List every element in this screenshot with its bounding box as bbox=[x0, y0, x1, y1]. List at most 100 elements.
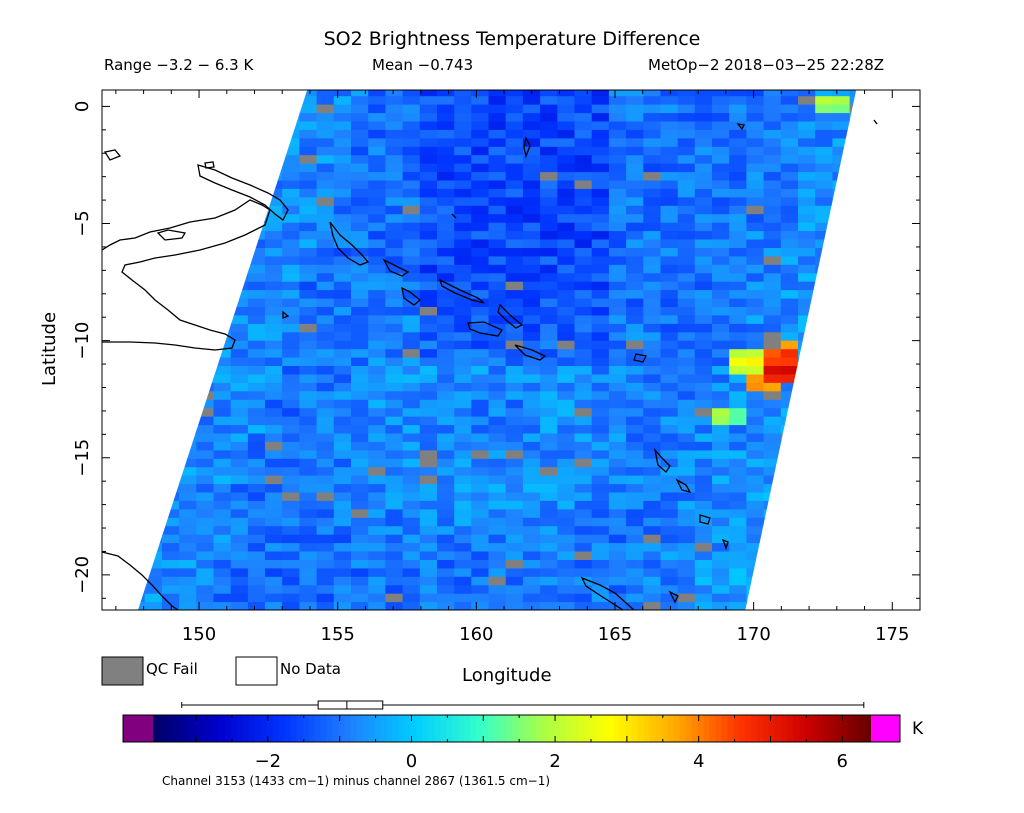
coastline-7 bbox=[438, 278, 485, 304]
colorbar-swatch bbox=[757, 715, 764, 742]
coastline-21 bbox=[873, 119, 878, 125]
colorbar-swatch bbox=[685, 715, 692, 742]
colorbar-swatch bbox=[853, 715, 860, 742]
x-tick-label-3: 165 bbox=[598, 624, 632, 645]
colorbar-swatch bbox=[206, 715, 214, 742]
colorbar-swatch bbox=[344, 715, 351, 742]
colorbar-swatch bbox=[266, 715, 274, 742]
legend-qc-fail-label: QC Fail bbox=[146, 660, 198, 678]
colorbar-swatch bbox=[739, 715, 746, 742]
swath-pixels bbox=[138, 90, 857, 610]
colorbar-swatch bbox=[841, 715, 848, 742]
colorbar-swatch bbox=[440, 715, 447, 742]
colorbar-swatch bbox=[793, 715, 800, 742]
y-axis-label: Latitude bbox=[39, 311, 60, 387]
colorbar-tick-label-4: 6 bbox=[837, 751, 848, 772]
colorbar-swatch bbox=[799, 715, 806, 742]
colorbar-swatch bbox=[769, 715, 776, 742]
coastline-13 bbox=[653, 447, 671, 473]
colorbar-swatch bbox=[338, 715, 345, 742]
range-label: Range −3.2 − 6.3 K bbox=[104, 56, 254, 74]
x-axis-label: Longitude bbox=[462, 665, 552, 686]
coastline-5 bbox=[329, 221, 370, 266]
y-tick-label-1: −5 bbox=[72, 210, 93, 237]
colorbar-swatch bbox=[661, 715, 669, 742]
colorbar-swatch bbox=[188, 715, 196, 742]
colorbar-swatch bbox=[703, 715, 710, 742]
coastline-16 bbox=[721, 538, 729, 550]
colorbar-swatch bbox=[224, 715, 232, 742]
x-tick-label-5: 175 bbox=[875, 624, 909, 645]
coastline-15 bbox=[699, 514, 711, 525]
coastline-6 bbox=[382, 258, 410, 277]
colorbar-swatch bbox=[392, 715, 399, 742]
y-tick-label-0: 0 bbox=[72, 101, 93, 112]
colorbar-swatch bbox=[194, 715, 202, 742]
colorbar-swatch bbox=[787, 715, 794, 742]
colorbar-swatch bbox=[164, 715, 172, 742]
coastline-18 bbox=[102, 551, 179, 610]
colorbar-swatch bbox=[260, 715, 268, 742]
coastline-23 bbox=[451, 213, 457, 219]
colorbar-swatch bbox=[583, 715, 591, 742]
colorbar-swatch bbox=[278, 715, 286, 742]
colorbar-swatch bbox=[859, 715, 866, 742]
colorbar-swatch bbox=[380, 715, 387, 742]
colorbar-swatch bbox=[535, 715, 543, 742]
colorbar-swatch bbox=[733, 715, 740, 742]
colorbar-swatch bbox=[410, 715, 417, 742]
y-tick-label-4: −20 bbox=[72, 556, 93, 594]
coastline-0 bbox=[102, 199, 271, 351]
coastline-14 bbox=[675, 478, 692, 494]
colorbar-swatch bbox=[691, 715, 698, 742]
colorbar-swatch bbox=[727, 715, 734, 742]
colorbar-swatch bbox=[290, 715, 298, 742]
chart-title: SO2 Brightness Temperature Difference bbox=[323, 28, 701, 50]
colorbar-swatch bbox=[667, 715, 675, 742]
colorbar-swatch bbox=[458, 715, 465, 742]
colorbar-swatch bbox=[170, 715, 178, 742]
colorbar-swatch bbox=[386, 715, 393, 742]
colorbar-swatch bbox=[805, 715, 812, 742]
colorbar-frame bbox=[122, 714, 901, 743]
colorbar-swatch bbox=[284, 715, 292, 742]
colorbar-swatch bbox=[446, 715, 453, 742]
colorbar-swatch bbox=[649, 715, 657, 742]
colorbar-swatch bbox=[476, 715, 483, 742]
colorbar-tick-label-1: 0 bbox=[406, 751, 417, 772]
satellite-time-label: MetOp−2 2018−03−25 22:28Z bbox=[648, 56, 885, 74]
legend-no-data-swatch bbox=[235, 656, 278, 686]
colorbar-tick-label-0: −2 bbox=[255, 751, 282, 772]
colorbar-swatch bbox=[781, 715, 788, 742]
colorbar-swatch bbox=[631, 715, 639, 742]
colorbar-swatch bbox=[811, 715, 818, 742]
colorbar-swatch bbox=[619, 715, 627, 742]
colorbar-swatch bbox=[517, 715, 525, 742]
colorbar-swatch bbox=[577, 715, 585, 742]
colorbar-swatch bbox=[595, 715, 603, 742]
colorbar-swatch bbox=[763, 715, 770, 742]
colorbar-swatch bbox=[697, 715, 704, 742]
colorbar-swatch bbox=[182, 715, 190, 742]
colorbar-swatch bbox=[512, 715, 519, 742]
colorbar-swatch bbox=[404, 715, 411, 742]
colorbar-swatch bbox=[153, 715, 160, 742]
footer-note: Channel 3153 (1433 cm−1) minus channel 2… bbox=[162, 774, 551, 788]
legend-no-data-label: No Data bbox=[280, 660, 341, 678]
colorbar-swatch bbox=[422, 715, 429, 742]
colorbar-swatch bbox=[326, 715, 333, 742]
colorbar-swatch bbox=[506, 715, 513, 742]
colorbar-swatch bbox=[488, 715, 495, 742]
colorbar-swatch bbox=[565, 715, 573, 742]
colorbar-swatch bbox=[613, 715, 621, 742]
y-tick-label-2: −10 bbox=[72, 322, 93, 360]
coastline-3 bbox=[204, 161, 215, 169]
colorbar-swatch bbox=[470, 715, 477, 742]
colorbar-swatch bbox=[452, 715, 459, 742]
coastlines bbox=[102, 119, 878, 610]
colorbar-swatch bbox=[272, 715, 280, 742]
colorbar-swatch bbox=[416, 715, 423, 742]
colorbar-swatch bbox=[817, 715, 824, 742]
colorbar-swatch bbox=[158, 715, 166, 742]
colorbar-swatch bbox=[368, 715, 375, 742]
